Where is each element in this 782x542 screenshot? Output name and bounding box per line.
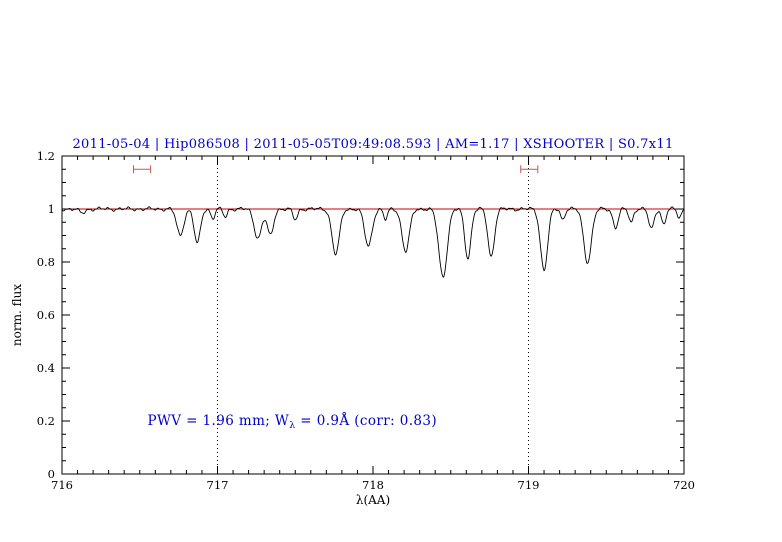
x-tick-label: 719: [518, 478, 540, 492]
plot-frame: [61, 155, 685, 475]
x-tick-label: 717: [207, 478, 229, 492]
y-tick-label: 1: [48, 202, 55, 216]
x-tick-label: 720: [673, 478, 695, 492]
pwv-annotation: PWV = 1.96 mm; Wλ = 0.9Å (corr: 0.83): [148, 413, 438, 431]
range-marker: [133, 165, 152, 174]
y-tick-label: 0.8: [37, 255, 55, 269]
y-axis-label: norm. flux: [10, 284, 24, 346]
pwv-annotation-post: = 0.9Å (corr: 0.83): [296, 413, 437, 429]
y-tick-label: 0.2: [37, 414, 55, 428]
y-tick-label: 0.6: [37, 308, 55, 322]
pwv-annotation-sub: λ: [289, 420, 295, 431]
range-marker: [520, 165, 539, 174]
x-tick-label: 716: [51, 478, 73, 492]
y-tick-label: 0: [48, 467, 55, 481]
plot-content: [61, 156, 685, 474]
plot-axes: 716 717 718 719 720 0 0.2 0.4 0.6 0.8 1 1.2: [37, 149, 695, 492]
y-tick-label: 0.4: [37, 361, 55, 375]
plot-title: 2011-05-04 | Hip086508 | 2011-05-05T09:4…: [72, 137, 674, 152]
x-axis-label: λ(AA): [356, 493, 390, 507]
x-tick-label: 718: [362, 478, 384, 492]
spectrum-curve: [61, 206, 685, 278]
pwv-annotation-pre: PWV = 1.96 mm; W: [148, 413, 290, 429]
y-tick-label: 1.2: [37, 149, 55, 163]
